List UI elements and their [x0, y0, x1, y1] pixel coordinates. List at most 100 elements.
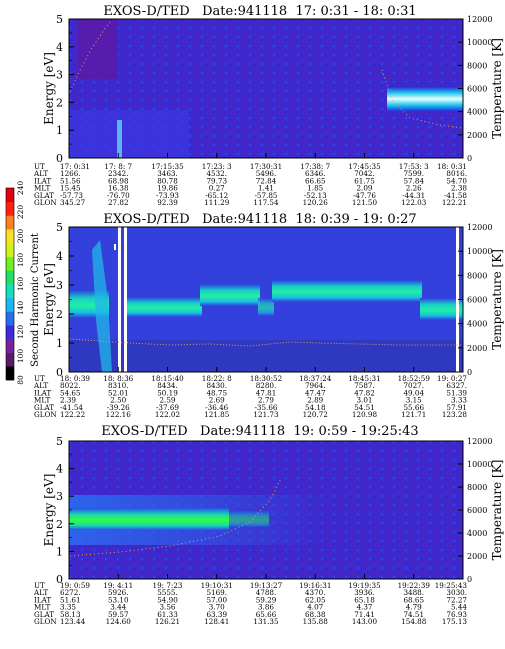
orbit-cell: 72.27 — [446, 595, 467, 604]
panel-2-band-c — [200, 284, 260, 306]
panel-1-plot — [68, 18, 464, 159]
orbit-cell: 123.28 — [442, 410, 468, 419]
orbit-cell: 51.61 — [60, 595, 81, 604]
orbit-cell: 50.19 — [157, 388, 178, 397]
orbit-cell: 2.59 — [159, 396, 175, 405]
orbit-cell: -57.85 — [254, 191, 277, 200]
orbit-cell: 4532. — [206, 169, 227, 178]
y-axis-label: Energy [eV] — [42, 263, 56, 336]
orbit-row-label: MLT — [34, 184, 51, 193]
orbit-cell: 123.44 — [60, 617, 86, 626]
y2-tick-label: 0 — [467, 368, 472, 377]
y2-tick-label: 4000 — [467, 108, 487, 117]
orbit-cell: 2342. — [108, 169, 129, 178]
orbit-cell: 1.41 — [258, 184, 274, 193]
orbit-cell: 66.65 — [305, 176, 326, 185]
orbit-row-label: MLT — [34, 396, 51, 405]
orbit-cell: 8016. — [446, 169, 467, 178]
orbit-cell: 80.78 — [157, 176, 178, 185]
y2-tick-label: 6000 — [467, 506, 487, 515]
orbit-cell: 52.01 — [108, 388, 129, 397]
colorbar-step — [6, 270, 14, 285]
orbit-cell: -76.70 — [107, 191, 130, 200]
y2-tick-label: 8000 — [467, 271, 487, 280]
orbit-cell: 2.50 — [110, 396, 126, 405]
colorbar-tick-label: 140 — [16, 301, 25, 316]
y2-tick-label: 10000 — [467, 38, 492, 47]
panel-1-dark-region — [78, 19, 118, 79]
orbit-cell: 121.73 — [253, 410, 279, 419]
y2-axis-label: Temperature [K] — [490, 460, 504, 561]
orbit-cell: 3488. — [403, 588, 424, 597]
orbit-cell: -47.76 — [353, 191, 376, 200]
panel-1-title: EXOS-D/TED Date:941118 17: 0:31 - 18: 0:… — [103, 4, 416, 19]
orbit-cell: 19: 7:23 — [153, 581, 183, 590]
orbit-cell: 47.82 — [354, 388, 375, 397]
orbit-cell: 6272. — [60, 588, 81, 597]
orbit-row-label: GLON — [34, 617, 57, 626]
colorbar-tick-label: 240 — [16, 181, 25, 196]
y2-tick-label: 4000 — [467, 320, 487, 329]
orbit-cell: 68.65 — [403, 595, 424, 604]
orbit-cell: 19:10:31 — [201, 581, 233, 590]
orbit-cell: 54.18 — [305, 403, 326, 412]
orbit-cell: 135.88 — [303, 617, 329, 626]
panel-1-axes: 0 1 2 3 4 5 0 2000 4000 6000 8000 10000 12000 Energy … — [33, 13, 504, 207]
orbit-row-label: ILAT — [34, 388, 51, 397]
orbit-cell: 3.35 — [60, 603, 76, 612]
orbit-cell: 18:30:52 — [250, 374, 282, 383]
orbit-cell: 19:22:39 — [398, 581, 431, 590]
orbit-cell: 71.41 — [354, 610, 375, 619]
panel-3-ion-band-tail — [229, 511, 269, 527]
orbit-cell: 57.00 — [206, 595, 227, 604]
orbit-row-label: UT — [34, 374, 45, 383]
orbit-cell: 18: 0:31 — [437, 162, 467, 171]
orbit-cell: 7964. — [305, 381, 326, 390]
colorbar-step — [6, 366, 14, 381]
orbit-cell: 8430. — [206, 381, 227, 390]
orbit-cell: 120.72 — [303, 410, 328, 419]
orbit-cell: 3.15 — [406, 396, 422, 405]
orbit-cell: 17:15:35 — [151, 162, 184, 171]
orbit-cell: 3.01 — [356, 396, 372, 405]
orbit-cell: 4.07 — [307, 603, 323, 612]
y2-tick-label: 10000 — [467, 247, 492, 256]
orbit-cell: 49.04 — [403, 388, 424, 397]
panel-2-marker — [114, 244, 116, 250]
colorbar-step — [6, 256, 14, 271]
orbit-cell: 54.90 — [157, 595, 178, 604]
orbit-cell: 62.05 — [305, 595, 326, 604]
y2-tick-label: 12000 — [467, 223, 492, 232]
orbit-cell: -57.73 — [60, 191, 83, 200]
y-tick-label: 3 — [56, 69, 63, 82]
orbit-cell: 61.33 — [157, 610, 178, 619]
y-tick-label: 1 — [56, 337, 63, 350]
y-tick-label: 5 — [56, 221, 63, 234]
orbit-cell: 19: 0:59 — [60, 581, 90, 590]
orbit-cell: 8022. — [60, 381, 81, 390]
colorbar-step — [6, 325, 14, 340]
orbit-row-label: ILAT — [34, 595, 51, 604]
orbit-row-label: ALT — [33, 588, 48, 597]
orbit-cell: 4.79 — [406, 603, 422, 612]
orbit-cell: 19.86 — [157, 184, 178, 193]
orbit-cell: 7027. — [403, 381, 424, 390]
orbit-cell: 8310. — [108, 381, 129, 390]
orbit-cell: 122.21 — [442, 198, 467, 207]
y2-tick-label: 12000 — [467, 437, 492, 446]
panel-2-band-d — [258, 298, 274, 316]
orbit-cell: 54.65 — [60, 388, 81, 397]
orbit-cell: 18:15:40 — [151, 374, 184, 383]
orbit-cell: 5926. — [108, 588, 129, 597]
y2-tick-label: 0 — [467, 154, 472, 163]
orbit-cell: 122.02 — [155, 410, 180, 419]
colorbar-tick-label: 180 — [16, 253, 25, 268]
y-tick-label: 0 — [56, 573, 63, 586]
orbit-cell: 18:37:24 — [299, 374, 332, 383]
panel-2-burst — [92, 240, 112, 372]
orbit-row-label: ILAT — [34, 176, 51, 185]
orbit-cell: 121.85 — [204, 410, 230, 419]
orbit-cell: 47.47 — [305, 388, 326, 397]
y-tick-label: 4 — [56, 463, 63, 476]
orbit-cell: 68.38 — [305, 610, 326, 619]
